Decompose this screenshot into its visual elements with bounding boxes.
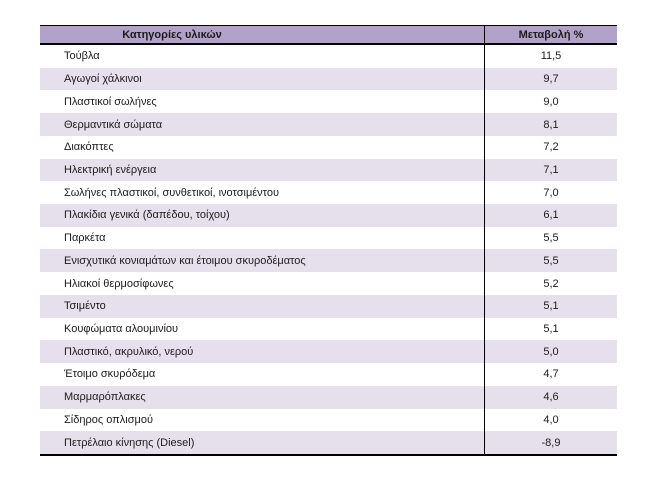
header-cell-materials: Κατηγορίες υλικών bbox=[40, 26, 484, 43]
material-cell: Διακόπτες bbox=[64, 141, 114, 154]
material-cell: Ηλιακοί θερμοσίφωνες bbox=[64, 277, 174, 290]
material-cell: Σωλήνες πλαστικοί, συνθετικοί, ινοτσιμέν… bbox=[64, 186, 280, 199]
table-row: Πλακίδια γενικά (δαπέδου, τοίχου) 6,1 bbox=[40, 204, 617, 227]
table-row: Σωλήνες πλαστικοί, συνθετικοί, ινοτσιμέν… bbox=[40, 181, 617, 205]
header-cell-change: Μεταβολή % bbox=[484, 26, 617, 43]
change-cell: 5,5 bbox=[484, 249, 617, 273]
material-cell: Πετρέλαιο κίνησης (Diesel) bbox=[64, 436, 195, 449]
change-cell: 4,7 bbox=[484, 363, 617, 386]
table-row: Ηλιακοί θερμοσίφωνες 5,2 bbox=[40, 272, 617, 295]
table-row: Ηλεκτρική ενέργεια 7,1 bbox=[40, 158, 617, 182]
change-cell: 5,2 bbox=[484, 272, 617, 295]
material-cell: Ενισχυτικά κονιαμάτων και έτοιμου σκυροδ… bbox=[64, 254, 306, 267]
table-row: Διακόπτες 7,2 bbox=[40, 135, 617, 159]
change-cell: 5,5 bbox=[484, 226, 617, 250]
materials-table: Κατηγορίες υλικών Μεταβολή % Τούβλα 11,5… bbox=[40, 25, 617, 456]
material-cell: Κουφώματα αλουμινίου bbox=[64, 322, 179, 335]
table-row: Ενισχυτικά κονιαμάτων και έτοιμου σκυροδ… bbox=[40, 249, 617, 273]
table-body: Τούβλα 11,5 Αγωγοί χάλκινοι 9,7 Πλαστικο… bbox=[40, 45, 617, 456]
change-cell: 7,2 bbox=[484, 135, 617, 159]
table-row: Έτοιμο σκυρόδεμα 4,7 bbox=[40, 363, 617, 386]
material-cell: Ηλεκτρική ενέργεια bbox=[64, 163, 157, 176]
material-cell: Σίδηρος οπλισμού bbox=[64, 413, 153, 426]
table-row: Θερμαντικά σώματα 8,1 bbox=[40, 113, 617, 136]
change-cell: 8,1 bbox=[484, 113, 617, 136]
material-cell: Αγωγοί χάλκινοι bbox=[64, 73, 142, 86]
change-cell: 9,7 bbox=[484, 67, 617, 91]
table-row: Τσιμέντο 5,1 bbox=[40, 294, 617, 318]
change-cell: 7,0 bbox=[484, 181, 617, 205]
material-cell: Θερμαντικά σώματα bbox=[64, 118, 163, 131]
change-cell: 7,1 bbox=[484, 158, 617, 182]
table-row: Μαρμαρόπλακες 4,6 bbox=[40, 385, 617, 409]
table-row: Πετρέλαιο κίνησης (Diesel) -8,9 bbox=[40, 431, 617, 454]
material-cell: Τούβλα bbox=[64, 50, 100, 63]
change-cell: 9,0 bbox=[484, 90, 617, 114]
table-row: Κουφώματα αλουμινίου 5,1 bbox=[40, 317, 617, 341]
change-cell: 4,0 bbox=[484, 408, 617, 432]
table-header-row: Κατηγορίες υλικών Μεταβολή % bbox=[40, 25, 617, 45]
table-row: Πλαστικοί σωλήνες 9,0 bbox=[40, 90, 617, 114]
material-cell: Πλαστικό, ακρυλικό, νερού bbox=[64, 345, 194, 358]
table-row: Τούβλα 11,5 bbox=[40, 45, 617, 68]
change-cell: -8,9 bbox=[484, 431, 617, 454]
table-row: Παρκέτα 5,5 bbox=[40, 226, 617, 250]
change-cell: 11,5 bbox=[484, 45, 617, 68]
table-row: Πλαστικό, ακρυλικό, νερού 5,0 bbox=[40, 340, 617, 364]
material-cell: Μαρμαρόπλακες bbox=[64, 391, 146, 404]
change-cell: 6,1 bbox=[484, 204, 617, 227]
change-cell: 5,0 bbox=[484, 340, 617, 364]
material-cell: Έτοιμο σκυρόδεμα bbox=[64, 368, 156, 381]
material-cell: Τσιμέντο bbox=[64, 300, 106, 313]
change-cell: 5,1 bbox=[484, 317, 617, 341]
change-cell: 5,1 bbox=[484, 294, 617, 318]
material-cell: Παρκέτα bbox=[64, 232, 106, 245]
change-column-header: Μεταβολή % bbox=[518, 28, 584, 41]
table-row: Σίδηρος οπλισμού 4,0 bbox=[40, 408, 617, 432]
table-row: Αγωγοί χάλκινοι 9,7 bbox=[40, 67, 617, 91]
material-cell: Πλαστικοί σωλήνες bbox=[64, 95, 157, 108]
material-cell: Πλακίδια γενικά (δαπέδου, τοίχου) bbox=[64, 209, 230, 222]
change-cell: 4,6 bbox=[484, 385, 617, 409]
materials-column-header: Κατηγορίες υλικών bbox=[122, 28, 222, 41]
